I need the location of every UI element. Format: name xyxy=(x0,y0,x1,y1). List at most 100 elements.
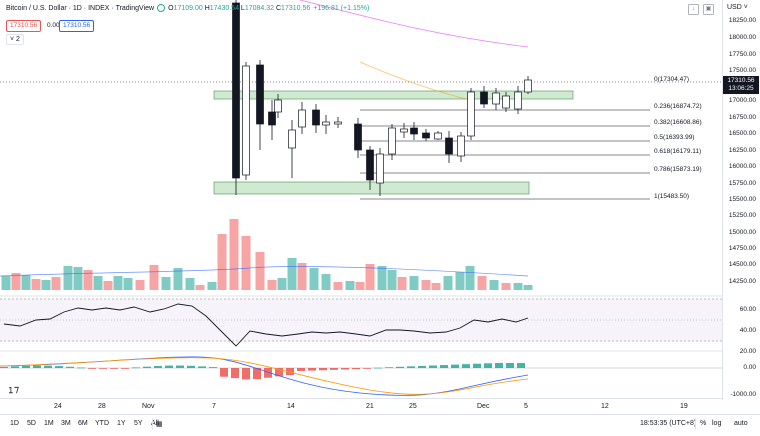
time-label: 24 xyxy=(54,403,62,410)
volume-bar xyxy=(501,283,511,290)
scale-percent[interactable]: % xyxy=(700,420,707,427)
macd-bar xyxy=(99,368,107,369)
range-5d[interactable]: 5D xyxy=(27,420,36,427)
volume-bar xyxy=(387,270,397,290)
time-label: 28 xyxy=(98,403,106,410)
price-tick: 17000.00 xyxy=(728,97,756,104)
price-chart[interactable] xyxy=(0,0,722,398)
chart-area[interactable] xyxy=(0,0,722,400)
volume-bar xyxy=(73,267,83,290)
macd-bar xyxy=(132,367,140,369)
macd-bar xyxy=(143,366,151,368)
volume-bar xyxy=(321,274,331,290)
volume-bar xyxy=(309,268,319,290)
price-tick: 14500.00 xyxy=(728,261,756,268)
macd-bar xyxy=(374,367,382,369)
price-tick: 16500.00 xyxy=(728,130,756,137)
ma-orange xyxy=(359,61,471,101)
indicators-collapse-button[interactable]: ˅ 2 xyxy=(6,34,24,45)
volume-bar xyxy=(21,275,31,290)
volume-bar xyxy=(93,276,103,290)
fib-level-label: 0.5(16393.99) xyxy=(654,134,695,141)
volume-bar xyxy=(103,281,113,290)
volume-bar xyxy=(217,234,227,290)
volume-bar xyxy=(443,276,453,290)
candle-body xyxy=(376,153,384,184)
macd-bar xyxy=(495,363,503,368)
macd-bar xyxy=(385,367,393,369)
calendar-icon[interactable]: ▦ xyxy=(156,421,163,428)
volume-bar xyxy=(207,282,217,290)
macd-bar xyxy=(319,368,327,371)
volume-bar xyxy=(229,219,239,290)
candle-body xyxy=(256,64,264,125)
price-tick: 15250.00 xyxy=(728,212,756,219)
candle-body xyxy=(366,149,374,181)
arrow-down-icon[interactable]: ↓ xyxy=(688,4,699,15)
candle-body xyxy=(434,132,442,140)
volume-bar xyxy=(113,276,123,290)
volume-bar xyxy=(255,252,265,290)
range-3m[interactable]: 3M xyxy=(61,420,71,427)
currency-select[interactable]: USD ˅ xyxy=(727,4,748,11)
fib-level-label: 0.786(15873.19) xyxy=(654,166,702,173)
range-ytd[interactable]: YTD xyxy=(95,420,109,427)
last-price-badge: 17310.56 13:06:25 xyxy=(723,76,759,94)
volume-bar xyxy=(1,276,11,290)
candle-body xyxy=(445,137,453,155)
clock-display[interactable]: 18:53:35 (UTC+8) xyxy=(640,420,697,427)
time-label: Nov xyxy=(142,403,155,410)
volume-bar xyxy=(297,263,307,290)
macd-bar xyxy=(187,365,195,368)
scale-log[interactable]: log xyxy=(712,420,722,427)
buy-button[interactable]: 17310.56 xyxy=(59,20,95,32)
sell-button[interactable]: 17310.56 xyxy=(6,20,42,32)
price-tick: 15750.00 xyxy=(728,180,756,187)
volume-bar xyxy=(455,272,465,290)
screenshot-icon[interactable]: ▣ xyxy=(703,4,714,15)
volume-bar xyxy=(161,277,171,290)
fib-level-label: 0.236(16874.72) xyxy=(654,103,702,110)
resistance-zone xyxy=(213,90,574,100)
macd-bar xyxy=(154,366,162,368)
volume-bar xyxy=(135,280,145,290)
symbol-title[interactable]: Bitcoin / U.S. Dollar · 1D · INDEX · Tra… xyxy=(6,4,155,12)
macd-bar xyxy=(242,368,250,380)
range-5y[interactable]: 5Y xyxy=(134,420,143,427)
macd-bar xyxy=(297,368,305,371)
volume-bar xyxy=(31,279,41,290)
range-1m[interactable]: 1M xyxy=(44,420,54,427)
volume-bar xyxy=(63,266,73,290)
range-all[interactable]: All xyxy=(151,420,159,427)
macd-bar xyxy=(451,364,459,368)
candle-body xyxy=(502,95,510,109)
macd-bar xyxy=(341,368,349,370)
fib-level-label: 1(15483.50) xyxy=(654,193,690,200)
range-6m[interactable]: 6M xyxy=(78,420,88,427)
macd-bar xyxy=(198,366,206,368)
candle-body xyxy=(422,132,430,139)
macd-bar xyxy=(473,363,481,368)
macd-bar xyxy=(506,363,514,368)
time-axis[interactable] xyxy=(0,398,722,415)
macd-bar xyxy=(264,368,272,378)
volume-bar xyxy=(365,264,375,290)
candle-body xyxy=(288,129,296,149)
scale-auto[interactable]: auto xyxy=(734,420,748,427)
volume-bar xyxy=(465,266,475,290)
candle-body xyxy=(410,127,418,135)
candle-body xyxy=(322,121,330,126)
range-1d[interactable]: 1D xyxy=(10,420,19,427)
range-1y[interactable]: 1Y xyxy=(117,420,126,427)
volume-bar xyxy=(51,277,61,290)
price-scale[interactable] xyxy=(722,0,760,400)
volume-bar xyxy=(149,265,159,290)
time-label: 12 xyxy=(601,403,609,410)
macd-bar xyxy=(11,366,19,368)
volume-bar xyxy=(267,280,277,290)
price-tick: 15500.00 xyxy=(728,196,756,203)
candle-body xyxy=(312,109,320,126)
price-tick: 16000.00 xyxy=(728,163,756,170)
candle-body xyxy=(334,121,342,125)
macd-bar xyxy=(231,368,239,379)
